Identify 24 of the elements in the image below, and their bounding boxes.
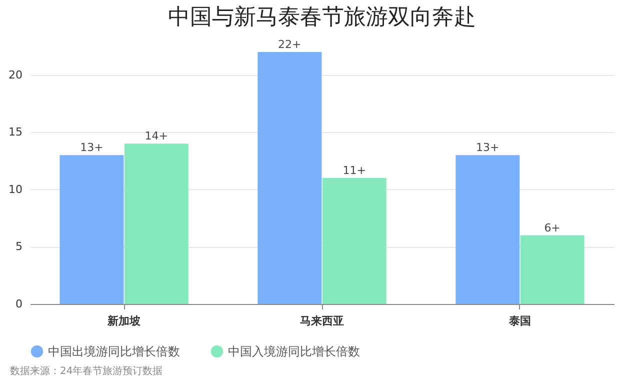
chart-title: 中国与新马泰春节旅游双向奔赴 [168,5,476,30]
legend-label: 中国出境游同比增长倍数 [48,344,180,358]
bar [124,144,188,304]
bar [322,178,386,304]
data-label: 13+ [80,141,104,154]
data-label: 6+ [544,221,560,234]
x-tick-label: 泰国 [508,314,531,328]
y-tick-label: 0 [16,298,22,310]
bar [60,155,124,304]
bar [456,155,520,304]
x-tick-label: 马来西亚 [300,314,344,328]
source-note: 数据来源：24年春节旅游预订数据 [10,364,163,378]
bar [520,235,584,304]
y-tick-label: 15 [8,126,22,139]
x-tick-label: 新加坡 [106,314,142,328]
data-label: 13+ [476,141,500,154]
y-tick-label: 5 [16,240,22,254]
data-label: 11+ [342,164,366,177]
y-tick-label: 20 [8,68,22,82]
bar [258,52,322,304]
y-tick-label: 10 [8,182,22,196]
legend-label: 中国入境游同比增长倍数 [228,344,360,358]
data-label: 14+ [144,130,168,143]
data-label: 22+ [278,38,302,51]
